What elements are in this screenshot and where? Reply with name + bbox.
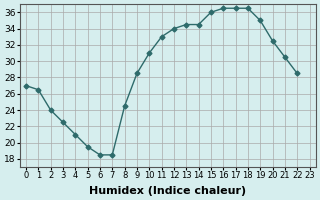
X-axis label: Humidex (Indice chaleur): Humidex (Indice chaleur) <box>89 186 246 196</box>
